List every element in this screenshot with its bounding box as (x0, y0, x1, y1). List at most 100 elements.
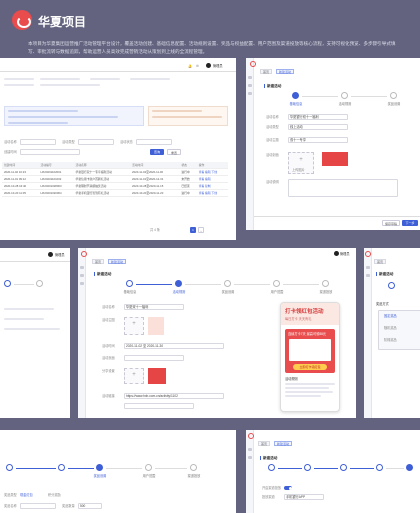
step-3-indicator (390, 92, 397, 99)
activity-page-select[interactable] (124, 355, 184, 361)
activity-status-select[interactable] (136, 139, 172, 145)
prize-count-input[interactable] (78, 503, 102, 509)
col-create-time: 创建时间 (2, 162, 39, 169)
activity-time-value: 2020-11-02 至 2020-11-30 (126, 344, 164, 348)
tab-home[interactable]: 首页 (258, 441, 271, 446)
table-row[interactable]: 2020-10-20 11:05 HX20201020004 华夏手机银行签到有… (2, 189, 228, 197)
activity-name-input[interactable] (20, 139, 56, 145)
brand-logo-icon (12, 10, 32, 30)
table-row[interactable]: 2020-11-02 10:23 HX20201102001 华夏银行双十一专享… (2, 168, 228, 176)
tab-new-activity[interactable]: 新建活动 (108, 259, 127, 264)
channel-toggle[interactable] (284, 486, 292, 490)
prize-settings-panel: 首页 新建活动 奖品方式 固定奖品 随机奖品 阶梯奖品 (364, 248, 420, 418)
user-avatar[interactable] (206, 63, 211, 68)
label-activity-theme: 活动主题 (266, 138, 279, 142)
username: 管理员 (340, 251, 350, 256)
step-4-label: 用户范围 (270, 290, 284, 294)
label-activity-desc: 活动说明 (266, 180, 279, 184)
section-title: 新建活动 (260, 456, 277, 460)
reset-button[interactable]: 重置 (167, 149, 181, 155)
brand-logo-icon (81, 251, 87, 257)
page-1-button[interactable]: 1 (190, 227, 196, 233)
step-2-label: 活动规则 (338, 102, 352, 106)
step-1-indicator (126, 280, 133, 287)
activity-time-range[interactable] (124, 343, 224, 349)
filter-label-name: 活动名称 (4, 140, 17, 144)
activity-link-input[interactable] (124, 393, 224, 399)
step-2-indicator (36, 280, 43, 287)
prize-section-title: 奖品方式 (376, 302, 389, 306)
activity-desc-textarea[interactable] (288, 179, 398, 197)
activity-list-panel: 管理员 ⚙ 🔔 活动名称 活动类型 活动状态 创建时间 查询 重置 创建时间 活… (0, 58, 236, 240)
tab-home[interactable]: 首页 (260, 69, 273, 74)
bell-icon[interactable]: 🔔 (188, 63, 192, 68)
activity-type-select[interactable] (78, 139, 114, 145)
row-actions[interactable]: 查看 编辑 (196, 175, 228, 183)
user-avatar[interactable] (48, 252, 53, 257)
gear-icon[interactable]: ⚙ (196, 63, 199, 68)
tab-new-activity[interactable]: 新建活动 (276, 69, 295, 74)
option-points[interactable]: 积分奖励 (48, 493, 61, 497)
step-3-indicator (340, 464, 347, 471)
label-activity-cover: 活动封面 (266, 153, 279, 157)
activity-theme-input[interactable] (288, 137, 348, 143)
step-indicator (388, 282, 395, 289)
row-actions[interactable]: 查看 编辑 下线 (196, 189, 228, 197)
create-time-picker[interactable] (20, 149, 80, 155)
share-image-uploader[interactable] (124, 368, 144, 384)
step-2-indicator (304, 464, 311, 471)
cover-uploader[interactable] (288, 152, 314, 174)
step-5-indicator (322, 280, 329, 287)
step-5-label: 渠道投放 (187, 474, 201, 478)
upload-label: 上传图片 (292, 168, 305, 172)
preview-checkin-button[interactable]: 立即打卡领红包 (293, 364, 327, 370)
section-title: 新建活动 (94, 272, 111, 276)
channel-select[interactable] (284, 494, 324, 500)
prize-method-box (378, 310, 420, 350)
activity-name-input[interactable] (124, 304, 184, 310)
extra-field-1[interactable] (124, 403, 194, 409)
col-status: 状态 (179, 162, 197, 169)
activity-table: 创建时间 活动编号 活动名称 活动时间 状态 操作 2020-11-02 10:… (2, 162, 228, 197)
prize-config-panel: 奖品设置 用户范围 渠道投放 奖品类型 现金红包 积分奖励 奖品名称 奖品数量 … (0, 430, 236, 513)
channel-value: 手机银行APP (286, 495, 306, 499)
preview-banner-title: 打卡领红包活动 (285, 309, 324, 315)
label-enable-channel: 开启渠道投放 (262, 486, 282, 490)
save-draft-button[interactable]: 保存草稿 (382, 220, 400, 226)
prize-option-fixed[interactable]: 固定奖品 (384, 314, 397, 318)
step-2-indicator (341, 92, 348, 99)
tab-new-activity[interactable]: 新建活动 (274, 441, 293, 446)
filter-label-type: 活动类型 (62, 140, 75, 144)
table-row[interactable]: 2020-11-01 09:12 HX20201101002 华夏信用卡新户首刷… (2, 175, 228, 183)
activity-name-input[interactable] (288, 114, 348, 120)
step-3-label: 奖品设置 (93, 474, 107, 478)
tab-home[interactable]: 首页 (374, 259, 387, 264)
row-actions[interactable]: 查看 复制 (196, 182, 228, 190)
row-actions[interactable]: 查看 编辑 下线 (196, 168, 228, 176)
prize-option-random[interactable]: 随机奖品 (384, 326, 397, 330)
col-activity-time: 活动时间 (130, 162, 180, 169)
prize-name-input[interactable] (20, 503, 56, 509)
prize-count-value: 500 (80, 504, 86, 508)
step-4-label: 用户范围 (142, 474, 156, 478)
search-button[interactable]: 查询 (150, 149, 164, 155)
filter-label-time: 创建时间 (4, 150, 17, 154)
next-step-button[interactable]: 下一步 (402, 220, 418, 226)
step-4-indicator (273, 280, 280, 287)
label-activity-name: 活动名称 (102, 305, 115, 309)
label-activity-page: 活动页面 (102, 356, 115, 360)
prize-option-ladder[interactable]: 阶梯奖品 (384, 338, 397, 342)
step-3-indicator (224, 280, 231, 287)
phone-preview: 打卡领红包活动 每日打卡 天天有礼 连续打卡7天 最高可领88元 立即打卡领红包… (280, 302, 340, 412)
activity-type-select[interactable] (288, 124, 348, 130)
page-next-button[interactable]: › (198, 227, 204, 233)
user-avatar[interactable] (334, 251, 339, 256)
share-image-thumbnail (148, 368, 166, 384)
main-image-uploader[interactable] (124, 317, 144, 335)
step-5-indicator (190, 464, 197, 471)
table-row[interactable]: 2020-10-28 16:40 HX20201028003 华夏理财节满额抽奖… (2, 182, 228, 190)
tab-home[interactable]: 首页 (92, 259, 105, 264)
main-image-thumbnail (148, 317, 164, 335)
option-cash[interactable]: 现金红包 (20, 493, 33, 497)
page-title: 华夏项目 (38, 15, 87, 29)
